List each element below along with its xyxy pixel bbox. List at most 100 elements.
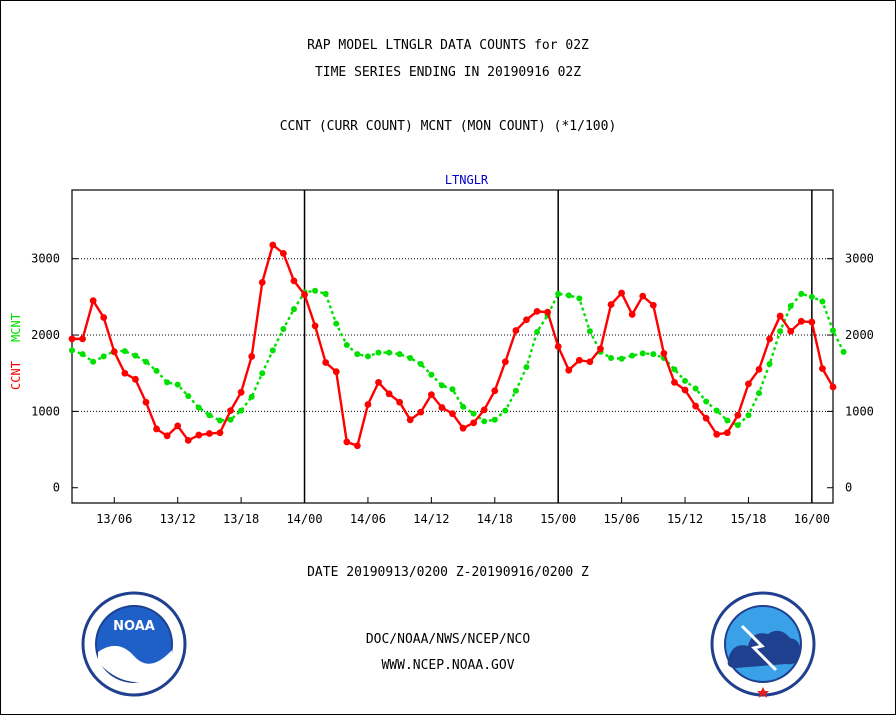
data-point-ccnt (142, 398, 150, 406)
data-point-mcnt (703, 398, 710, 405)
noaa-logo-text: NOAA (113, 619, 155, 634)
data-point-ccnt (544, 308, 552, 316)
data-point-ccnt (396, 398, 404, 406)
data-point-ccnt (755, 366, 763, 373)
data-point-mcnt (290, 306, 297, 313)
data-point-ccnt (554, 343, 562, 350)
data-point-ccnt (597, 345, 604, 353)
data-point-ccnt (618, 289, 626, 297)
data-point-ccnt (110, 348, 118, 356)
data-point-mcnt (819, 298, 826, 305)
data-point-ccnt (734, 411, 742, 419)
data-point-ccnt (100, 314, 108, 321)
data-point-mcnt (734, 422, 741, 429)
x-tick-label-14/00: 14/00 (286, 512, 322, 526)
data-point-ccnt (163, 432, 171, 440)
data-point-mcnt (354, 351, 361, 358)
y-tick-label-right-2000: 2000 (845, 328, 874, 342)
y-axis-label-group: CCNT MCNT (9, 313, 23, 390)
data-point-mcnt (650, 351, 657, 358)
data-point-ccnt (512, 327, 520, 334)
data-point-mcnt (121, 348, 128, 355)
chart-title-line-3: CCNT (CURR COUNT) MCNT (MON COUNT) (*1/1… (279, 119, 617, 134)
data-point-ccnt (787, 327, 795, 335)
data-point-mcnt (79, 351, 86, 358)
data-point-mcnt (523, 364, 530, 371)
data-point-mcnt (449, 386, 456, 393)
plot-frame (71, 189, 834, 504)
data-point-mcnt (407, 354, 414, 361)
data-point-ccnt (216, 429, 224, 437)
data-point-ccnt (258, 278, 266, 286)
date-range-label: DATE 20190913/0200 Z-20190916/0200 Z (307, 565, 589, 580)
data-point-mcnt (756, 390, 763, 397)
data-point-mcnt (671, 366, 678, 373)
data-point-mcnt (364, 353, 371, 360)
data-point-mcnt (502, 407, 509, 414)
data-point-mcnt (153, 367, 160, 374)
data-point-mcnt (248, 393, 255, 400)
nws-logo-icon (710, 591, 816, 698)
data-point-ccnt (301, 291, 308, 298)
y-tick-label-right-3000: 3000 (845, 252, 874, 266)
url-link[interactable]: WWW.NCEP.NOAA.GOV (381, 658, 515, 673)
data-point-ccnt (248, 353, 256, 360)
y-axis-label-ccnt: CCNT (9, 361, 23, 390)
x-tick-label-15/00: 15/00 (540, 512, 576, 526)
data-point-mcnt (195, 404, 202, 411)
data-point-ccnt (713, 430, 721, 438)
data-point-mcnt (639, 350, 646, 357)
data-point-mcnt (375, 349, 382, 356)
data-point-mcnt (280, 325, 287, 332)
data-point-ccnt (343, 438, 351, 446)
data-point-mcnt (555, 290, 562, 297)
x-tick-label-14/12: 14/12 (413, 512, 449, 526)
data-point-mcnt (724, 417, 731, 424)
data-point-ccnt (776, 312, 784, 320)
org-label: DOC/NOAA/NWS/NCEP/NCO (365, 632, 531, 647)
chart-title-line-1: RAP MODEL LTNGLR DATA COUNTS for 02Z (307, 38, 589, 53)
data-point-ccnt (417, 408, 425, 416)
data-point-mcnt (470, 410, 477, 417)
data-point-mcnt (460, 403, 467, 410)
data-point-ccnt (829, 383, 837, 391)
x-tick-label-15/18: 15/18 (730, 512, 766, 526)
data-point-ccnt (819, 365, 826, 373)
data-point-ccnt (237, 388, 245, 396)
data-point-mcnt (132, 352, 139, 359)
data-point-mcnt (512, 387, 519, 394)
x-tick-label-13/12: 13/12 (160, 512, 196, 526)
data-point-mcnt (174, 381, 181, 388)
data-point-mcnt (682, 377, 689, 384)
data-point-ccnt (639, 292, 647, 300)
data-point-mcnt (766, 361, 773, 368)
data-point-ccnt (311, 322, 319, 330)
data-point-mcnt (745, 412, 752, 419)
data-point-mcnt (787, 303, 794, 310)
data-point-ccnt (322, 359, 330, 366)
data-point-ccnt (227, 407, 234, 415)
plot-title: LTNGLR (445, 173, 489, 187)
data-point-mcnt (322, 290, 329, 297)
data-point-ccnt (385, 390, 393, 398)
data-point-mcnt (576, 295, 583, 302)
x-tick-label-14/18: 14/18 (477, 512, 513, 526)
data-point-ccnt (184, 437, 192, 444)
x-tick-label-13/06: 13/06 (96, 512, 132, 526)
data-point-mcnt (417, 361, 424, 368)
data-point-ccnt (79, 335, 86, 343)
data-point-ccnt (649, 301, 657, 309)
data-point-mcnt (565, 292, 572, 299)
data-point-mcnt (713, 407, 720, 414)
data-point-mcnt (830, 327, 836, 334)
y-tick-label-left-2000: 2000 (31, 328, 60, 342)
data-point-ccnt (766, 335, 773, 343)
chart-title-line-2: TIME SERIES ENDING IN 20190916 02Z (314, 65, 582, 80)
data-point-mcnt (618, 355, 625, 362)
data-point-ccnt (586, 358, 594, 366)
data-point-mcnt (269, 347, 276, 354)
data-point-ccnt (671, 378, 678, 386)
data-point-mcnt (386, 349, 393, 356)
x-tick-label-15/06: 15/06 (604, 512, 640, 526)
